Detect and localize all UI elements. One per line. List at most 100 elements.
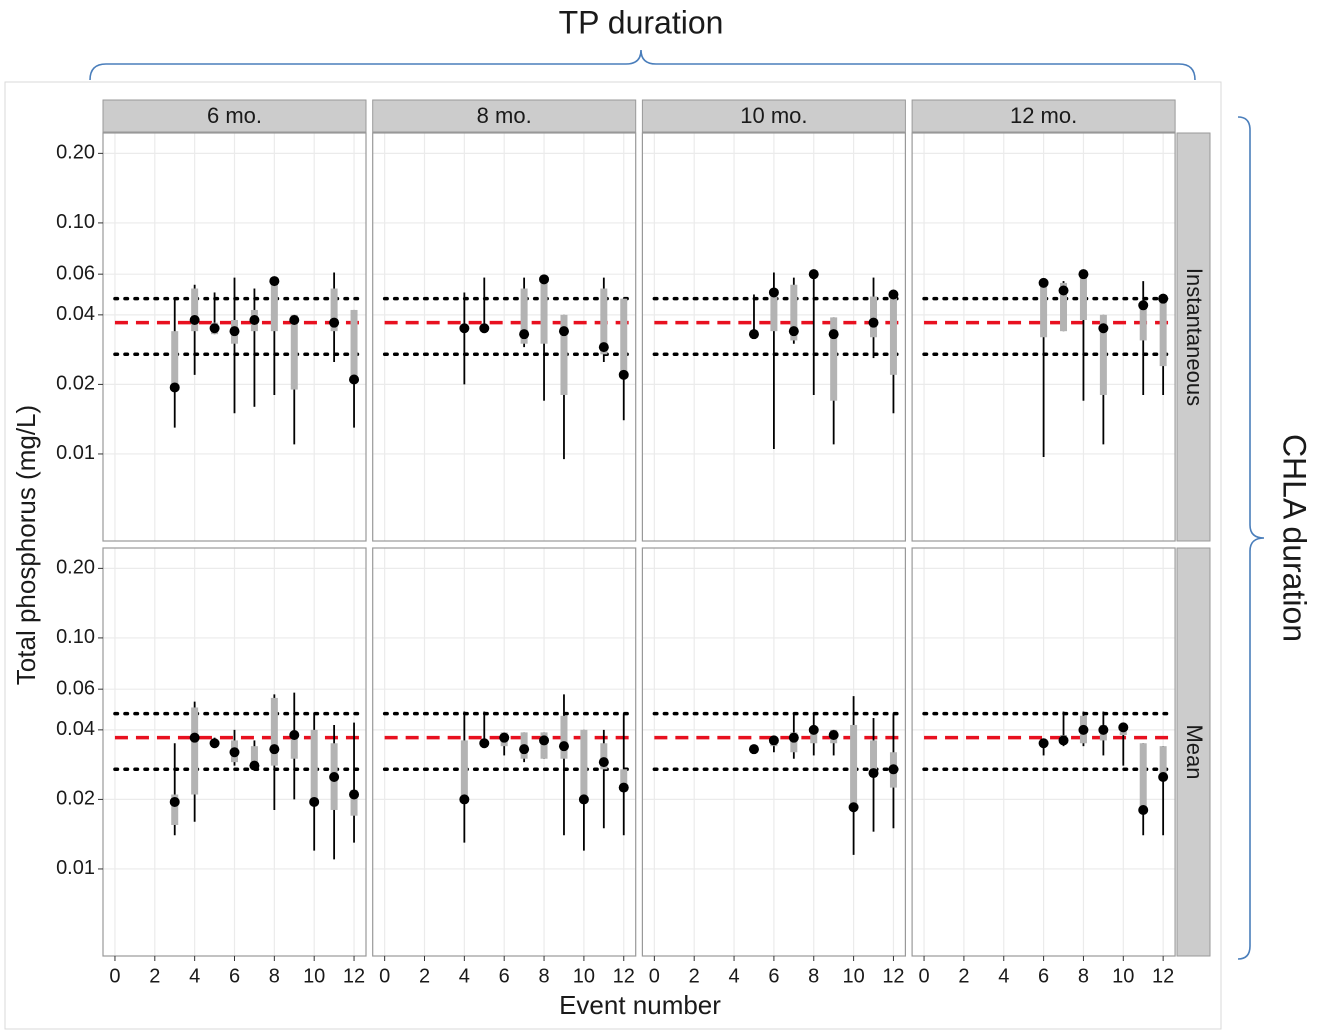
median-point	[1118, 722, 1129, 733]
inner-range	[270, 697, 278, 766]
y-tick-label: 0.06	[56, 262, 95, 284]
median-point	[1038, 277, 1049, 288]
x-tick-label: 0	[109, 965, 120, 987]
panel-border	[372, 132, 637, 542]
column-strip	[102, 99, 367, 133]
median-point	[748, 744, 759, 755]
median-point	[558, 326, 569, 337]
inner-range	[560, 715, 568, 759]
inner-range	[1079, 274, 1087, 321]
inner-range	[830, 317, 838, 401]
median-point	[1078, 724, 1089, 735]
panel-border	[911, 132, 1176, 542]
inner-range	[1139, 303, 1147, 341]
median-point	[249, 760, 260, 771]
x-tick-label: 12	[343, 965, 365, 987]
median-point	[169, 796, 180, 807]
column-strip	[641, 99, 906, 133]
median-point	[748, 329, 759, 340]
median-point	[558, 741, 569, 752]
x-tick-label: 10	[1112, 965, 1134, 987]
y-tick-label: 0.04	[56, 718, 95, 740]
x-tick-label: 10	[303, 965, 325, 987]
panel	[372, 132, 637, 542]
median-point	[249, 315, 260, 326]
row-strip-label: Mean	[1182, 724, 1207, 779]
median-point	[209, 738, 220, 749]
inner-range	[460, 740, 468, 800]
panel	[102, 547, 367, 957]
inner-range	[790, 284, 798, 341]
median-point	[1058, 285, 1069, 296]
median-point	[209, 323, 220, 334]
inner-range	[350, 309, 358, 380]
median-point	[828, 329, 839, 340]
median-point	[1098, 724, 1109, 735]
column-strip-label: 8 mo.	[477, 103, 532, 128]
median-point	[618, 369, 629, 380]
inner-range	[889, 294, 897, 375]
row-brace	[1237, 116, 1265, 960]
column-strip	[372, 99, 637, 133]
median-point	[519, 329, 530, 340]
median-point	[169, 382, 180, 393]
median-point	[1078, 269, 1089, 280]
x-tick-label: 6	[499, 965, 510, 987]
inner-range	[580, 729, 588, 800]
x-axis-label: Event number	[559, 990, 721, 1020]
x-tick-label: 2	[149, 965, 160, 987]
x-tick-label: 8	[269, 965, 280, 987]
inner-range	[250, 746, 258, 766]
inner-range	[810, 727, 818, 744]
x-tick-label: 2	[689, 965, 700, 987]
y-tick-label: 0.06	[56, 677, 95, 699]
inner-range	[770, 292, 778, 332]
median-point	[808, 269, 819, 280]
y-axis-label: Total phosphorus (mg/L)	[11, 405, 41, 685]
inner-range	[290, 732, 298, 759]
inner-range	[620, 298, 628, 375]
y-tick-label: 0.02	[56, 373, 95, 395]
row-group-title: CHLA duration	[1277, 434, 1313, 642]
inner-range	[270, 277, 278, 332]
median-point	[289, 730, 300, 741]
median-point	[888, 764, 899, 775]
median-point	[479, 738, 490, 749]
y-tick-label: 0.20	[56, 557, 95, 579]
x-tick-label: 10	[842, 965, 864, 987]
inner-range	[1139, 743, 1147, 810]
median-point	[1158, 293, 1169, 304]
column-brace	[89, 49, 1196, 81]
median-point	[788, 326, 799, 337]
x-tick-label: 4	[459, 965, 470, 987]
column-strip-label: 6 mo.	[207, 103, 262, 128]
y-tick-label: 0.04	[56, 303, 95, 325]
panel-border	[641, 132, 907, 542]
inner-range	[171, 331, 179, 388]
y-tick-label: 0.01	[56, 857, 95, 879]
median-point	[598, 342, 609, 353]
median-point	[828, 730, 839, 741]
x-tick-label: 2	[958, 965, 969, 987]
median-point	[329, 317, 340, 328]
median-point	[229, 326, 240, 337]
x-tick-label: 4	[189, 965, 200, 987]
inner-range	[870, 296, 878, 338]
panel-border	[102, 132, 367, 542]
column-strip-label: 12 mo.	[1010, 103, 1077, 128]
panel	[372, 547, 637, 957]
inner-range	[310, 729, 318, 802]
x-tick-label: 12	[613, 965, 635, 987]
median-point	[618, 782, 629, 793]
x-tick-label: 6	[229, 965, 240, 987]
inner-range	[560, 314, 568, 395]
median-point	[868, 317, 879, 328]
inner-range	[1159, 746, 1167, 778]
panel	[641, 547, 907, 957]
inner-range	[171, 794, 179, 825]
inner-range	[1040, 282, 1048, 338]
x-tick-label: 2	[419, 965, 430, 987]
median-point	[768, 287, 779, 298]
median-point	[578, 794, 589, 805]
